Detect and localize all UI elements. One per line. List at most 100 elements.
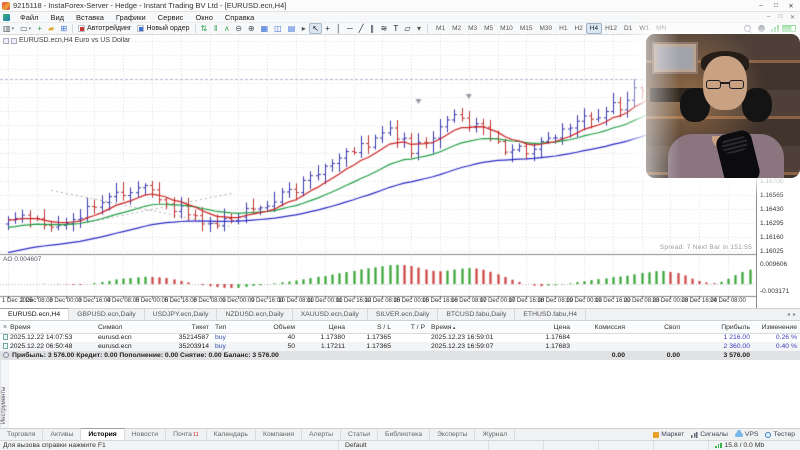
notifications-icon[interactable] bbox=[758, 25, 765, 32]
history-row-0[interactable]: 2025.12.22 14:07:53 eurusd.ecn 35214587 buy… bbox=[0, 333, 800, 342]
toolbox-tab-2[interactable]: История bbox=[81, 428, 125, 440]
col-header-7[interactable]: T / P bbox=[394, 322, 428, 334]
col-header-3[interactable]: Тип bbox=[212, 322, 252, 334]
crosshair-button[interactable]: + bbox=[322, 23, 333, 34]
col-header-2[interactable]: Тикет bbox=[157, 322, 212, 334]
toolbox-tab-1[interactable]: Активы bbox=[43, 429, 82, 440]
col-header-1[interactable]: Символ bbox=[95, 322, 157, 334]
child-restore-button[interactable]: □ bbox=[778, 14, 783, 20]
shapes-button[interactable]: ▱ bbox=[401, 23, 413, 34]
timeframe-m3[interactable]: M3 bbox=[468, 25, 478, 32]
menu-item-6[interactable]: Справка bbox=[224, 12, 255, 22]
vertical-line-button[interactable]: │ bbox=[333, 23, 344, 34]
tile-vertical-button[interactable]: ▤ bbox=[285, 23, 299, 34]
chart-tab-4[interactable]: XAUUSD.ecn,Daily bbox=[293, 309, 368, 320]
chart-tab-6[interactable]: BTCUSD.fabu,Daily bbox=[438, 309, 516, 320]
service-link-2[interactable]: VPS bbox=[734, 430, 758, 438]
toolbox-tab-5[interactable]: Календарь bbox=[207, 429, 256, 440]
menu-item-2[interactable]: Вставка bbox=[76, 12, 104, 22]
menu-item-0[interactable]: Файл bbox=[20, 12, 39, 22]
maximize-button[interactable]: □ bbox=[774, 2, 778, 9]
autotrading-button[interactable]: Автотрейдинг bbox=[75, 23, 134, 34]
col-header-9[interactable]: Цена bbox=[523, 322, 573, 334]
fibonacci-button[interactable]: ≋ bbox=[378, 23, 391, 34]
cursor-button[interactable]: ↖ bbox=[309, 23, 322, 34]
timeframe-h2[interactable]: H2 bbox=[574, 25, 583, 32]
col-header-0[interactable]: × Время bbox=[0, 322, 95, 334]
service-link-1[interactable]: Сигналы bbox=[691, 431, 728, 438]
channel-button[interactable]: ∥ bbox=[367, 23, 378, 34]
menu-item-5[interactable]: Окно bbox=[195, 12, 213, 22]
tile-windows-button[interactable]: ▦ bbox=[258, 23, 272, 34]
toolbox-tab-7[interactable]: Алерты bbox=[302, 429, 342, 440]
chart-area[interactable]: EURUSD.ecn,H4 Euro vs US Dollar AO 0.004… bbox=[0, 35, 800, 308]
new-chart-button[interactable]: ⊞ bbox=[57, 23, 70, 34]
new-order-button[interactable]: Новый ордер bbox=[134, 23, 192, 34]
col-header-10[interactable]: Комиссия bbox=[573, 322, 628, 334]
window-layout-button[interactable]: ▭ ▾ bbox=[17, 23, 34, 34]
timeframe-m15[interactable]: M15 bbox=[519, 25, 533, 32]
service-link-0[interactable]: Маркет bbox=[653, 431, 684, 438]
toolbox-tab-11[interactable]: Журнал bbox=[475, 429, 516, 440]
trade-levels-button[interactable]: ⇅ bbox=[198, 23, 211, 34]
minimize-button[interactable]: – bbox=[759, 2, 763, 9]
profiles-button[interactable]: ▰ bbox=[45, 23, 57, 34]
menu-item-1[interactable]: Вид bbox=[50, 12, 65, 22]
timeframe-d1[interactable]: D1 bbox=[624, 25, 633, 32]
chart-tab-7[interactable]: ETHUSD.fabu,H4 bbox=[515, 309, 587, 320]
toolbox-tab-9[interactable]: Библиотека bbox=[378, 429, 431, 440]
col-header-13[interactable]: Изменение bbox=[753, 322, 800, 334]
tile-horizontal-button[interactable]: ◫ bbox=[271, 23, 285, 34]
timeframe-h4[interactable]: H4 bbox=[586, 23, 602, 34]
chart-tab-1[interactable]: GBPUSD.ecn,Daily bbox=[69, 309, 145, 320]
toolbox-tab-3[interactable]: Новости bbox=[125, 429, 167, 440]
timeframe-h12[interactable]: H12 bbox=[605, 25, 617, 32]
chart-tab-3[interactable]: NZDUSD.ecn,Daily bbox=[217, 309, 293, 320]
price-chart-canvas[interactable] bbox=[0, 35, 756, 308]
col-header-5[interactable]: Цена bbox=[298, 322, 348, 334]
chart-type-button[interactable]: ▥ ▾ bbox=[0, 23, 17, 34]
timeframe-m30[interactable]: M30 bbox=[539, 25, 553, 32]
toolbox-tab-4[interactable]: Почта 11 bbox=[166, 429, 207, 440]
timeframe-m2[interactable]: M2 bbox=[452, 25, 462, 32]
search-icon[interactable] bbox=[744, 24, 752, 33]
zoom-in-button[interactable]: ⊕ bbox=[245, 23, 258, 34]
timeframe-m10[interactable]: M10 bbox=[500, 25, 513, 32]
toolbox-tab-8[interactable]: Статьи bbox=[341, 429, 379, 440]
col-header-11[interactable]: Своп bbox=[628, 322, 683, 334]
timeframe-h1[interactable]: H1 bbox=[559, 25, 568, 32]
text-button[interactable]: T bbox=[390, 23, 401, 34]
history-row-1[interactable]: 2025.12.22 06:50:48 eurusd.ecn 35203914 buy… bbox=[0, 342, 800, 351]
trendline-button[interactable]: ╱ bbox=[356, 23, 367, 34]
menu-item-3[interactable]: Графики bbox=[115, 12, 146, 22]
service-link-3[interactable]: Тестер bbox=[765, 431, 795, 438]
child-minimize-button[interactable]: – bbox=[766, 14, 771, 20]
chart-tab-5[interactable]: SILVER.ecn,Daily bbox=[368, 309, 439, 320]
col-header-6[interactable]: S / L bbox=[348, 322, 394, 334]
tab-scroll-left-icon[interactable]: ◂ bbox=[786, 312, 790, 318]
toolbox-tab-0[interactable]: Торговля bbox=[0, 429, 44, 440]
timeframe-w1[interactable]: W1 bbox=[639, 25, 650, 32]
toolbox-tab-6[interactable]: Компания bbox=[256, 429, 303, 440]
timeframe-m5[interactable]: M5 bbox=[484, 25, 494, 32]
col-header-12[interactable]: Прибыль bbox=[683, 322, 753, 334]
zoom-out-button[interactable]: ⊖ bbox=[232, 23, 245, 34]
profile-selector[interactable]: Default bbox=[338, 441, 488, 450]
toolbox-tab-10[interactable]: Эксперты bbox=[430, 429, 476, 440]
tab-scroll-right-icon[interactable]: ▸ bbox=[792, 312, 796, 318]
chart-tab-0[interactable]: EURUSD.ecn,H4 bbox=[0, 308, 70, 320]
more-tools-button[interactable]: ▾ bbox=[414, 23, 425, 34]
tick-chart-button[interactable]: ʌ bbox=[221, 23, 232, 34]
chart-shift-button[interactable]: ▸ bbox=[298, 23, 309, 34]
close-button[interactable]: ✕ bbox=[788, 2, 794, 10]
pause-button[interactable]: ‖ bbox=[210, 23, 221, 34]
timeframe-m1[interactable]: M1 bbox=[436, 25, 446, 32]
time-axis[interactable]: 1 Dec 2025 2 Dec 08:00 3 Dec 00:00 3 Dec 16… bbox=[0, 297, 756, 308]
close-panel-icon[interactable]: × bbox=[3, 323, 8, 331]
timeframe-mn[interactable]: MN bbox=[656, 25, 667, 32]
chart-tab-2[interactable]: USDJPY.ecn,Daily bbox=[145, 309, 218, 320]
add-symbol-button[interactable]: + bbox=[34, 23, 45, 34]
horizontal-line-button[interactable]: ─ bbox=[344, 23, 356, 34]
col-header-8[interactable]: Время ▴ bbox=[428, 322, 523, 334]
menu-item-4[interactable]: Сервис bbox=[157, 12, 184, 22]
